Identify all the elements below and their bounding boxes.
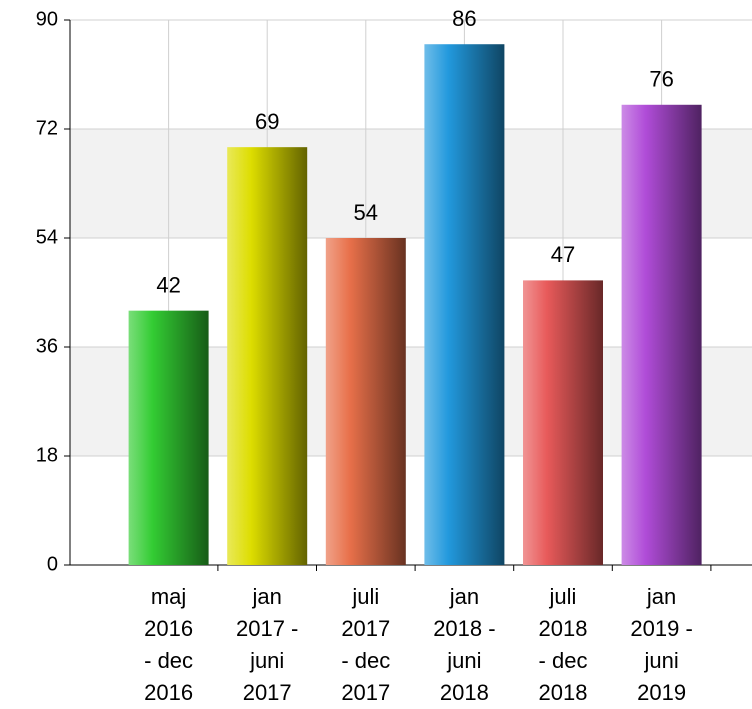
bar	[523, 280, 603, 565]
value-label: 86	[452, 6, 476, 31]
y-tick-label: 54	[36, 226, 58, 248]
bar	[621, 104, 702, 566]
y-tick-label: 0	[47, 553, 58, 575]
value-label: 76	[649, 67, 673, 92]
value-label: 54	[354, 200, 378, 225]
x-tick-label: juli 2017 - dec 2017	[341, 584, 391, 705]
bar	[424, 44, 505, 565]
value-label: 69	[255, 109, 279, 134]
y-tick-label: 18	[36, 444, 58, 466]
bar	[227, 147, 308, 565]
y-tick-label: 72	[36, 117, 58, 139]
y-tick-label: 36	[36, 335, 58, 357]
x-tick-label: jan 2018 - juni 2018	[433, 584, 496, 705]
y-tick-label: 90	[36, 8, 58, 30]
value-label: 42	[156, 272, 180, 297]
x-tick-label: jan 2019 - juni 2019	[630, 584, 693, 705]
x-tick-label: maj 2016 - dec 2016	[144, 584, 194, 705]
x-tick-label: juli 2018 - dec 2018	[538, 584, 588, 705]
x-tick-label: jan 2017 - juni 2017	[235, 584, 299, 705]
bar	[128, 310, 209, 565]
value-label: 47	[551, 242, 575, 267]
bar	[325, 238, 406, 565]
